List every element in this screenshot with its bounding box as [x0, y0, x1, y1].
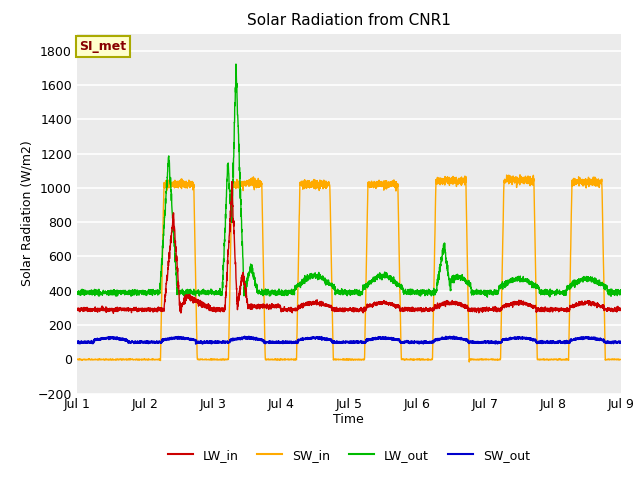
SW_in	[468, 357, 476, 362]
SW_in	[573, 179, 581, 185]
Y-axis label: Solar Radiation (W/m2): Solar Radiation (W/m2)	[20, 141, 33, 287]
Line: LW_out: LW_out	[77, 64, 621, 297]
SW_out	[468, 339, 476, 345]
SW_in	[306, 183, 314, 189]
SW_in	[617, 357, 625, 362]
LW_in	[573, 303, 581, 309]
LW_in	[306, 300, 314, 306]
SW_out	[617, 339, 625, 345]
SW_in	[332, 357, 339, 362]
SW_out	[301, 336, 309, 341]
SW_out	[450, 334, 458, 339]
Line: SW_in: SW_in	[77, 175, 621, 362]
SW_in	[301, 178, 309, 184]
LW_out	[468, 288, 476, 294]
LW_out	[573, 282, 581, 288]
Line: LW_in: LW_in	[77, 181, 621, 313]
SW_in	[465, 359, 473, 365]
LW_out	[483, 294, 491, 300]
X-axis label: Time: Time	[333, 413, 364, 426]
LW_in	[617, 306, 625, 312]
LW_in	[73, 306, 81, 312]
LW_in	[332, 306, 339, 312]
LW_out	[232, 61, 240, 67]
Line: SW_out: SW_out	[77, 336, 621, 344]
LW_in	[302, 302, 310, 308]
LW_out	[73, 291, 81, 297]
Title: Solar Radiation from CNR1: Solar Radiation from CNR1	[247, 13, 451, 28]
LW_in	[468, 306, 476, 312]
SW_out	[600, 339, 608, 345]
LW_in	[228, 179, 236, 184]
SW_out	[192, 341, 200, 347]
SW_in	[73, 357, 81, 362]
SW_in	[516, 172, 524, 178]
SW_in	[600, 307, 608, 312]
Legend: LW_in, SW_in, LW_out, SW_out: LW_in, SW_in, LW_out, SW_out	[163, 444, 535, 467]
LW_in	[109, 311, 117, 316]
SW_out	[573, 336, 581, 342]
SW_out	[306, 335, 314, 341]
LW_out	[332, 289, 339, 295]
LW_out	[600, 283, 608, 289]
SW_out	[73, 340, 81, 346]
Text: SI_met: SI_met	[79, 40, 127, 53]
LW_out	[306, 276, 314, 281]
LW_in	[600, 306, 608, 312]
SW_out	[332, 339, 339, 345]
LW_out	[301, 275, 309, 280]
LW_out	[617, 289, 625, 295]
